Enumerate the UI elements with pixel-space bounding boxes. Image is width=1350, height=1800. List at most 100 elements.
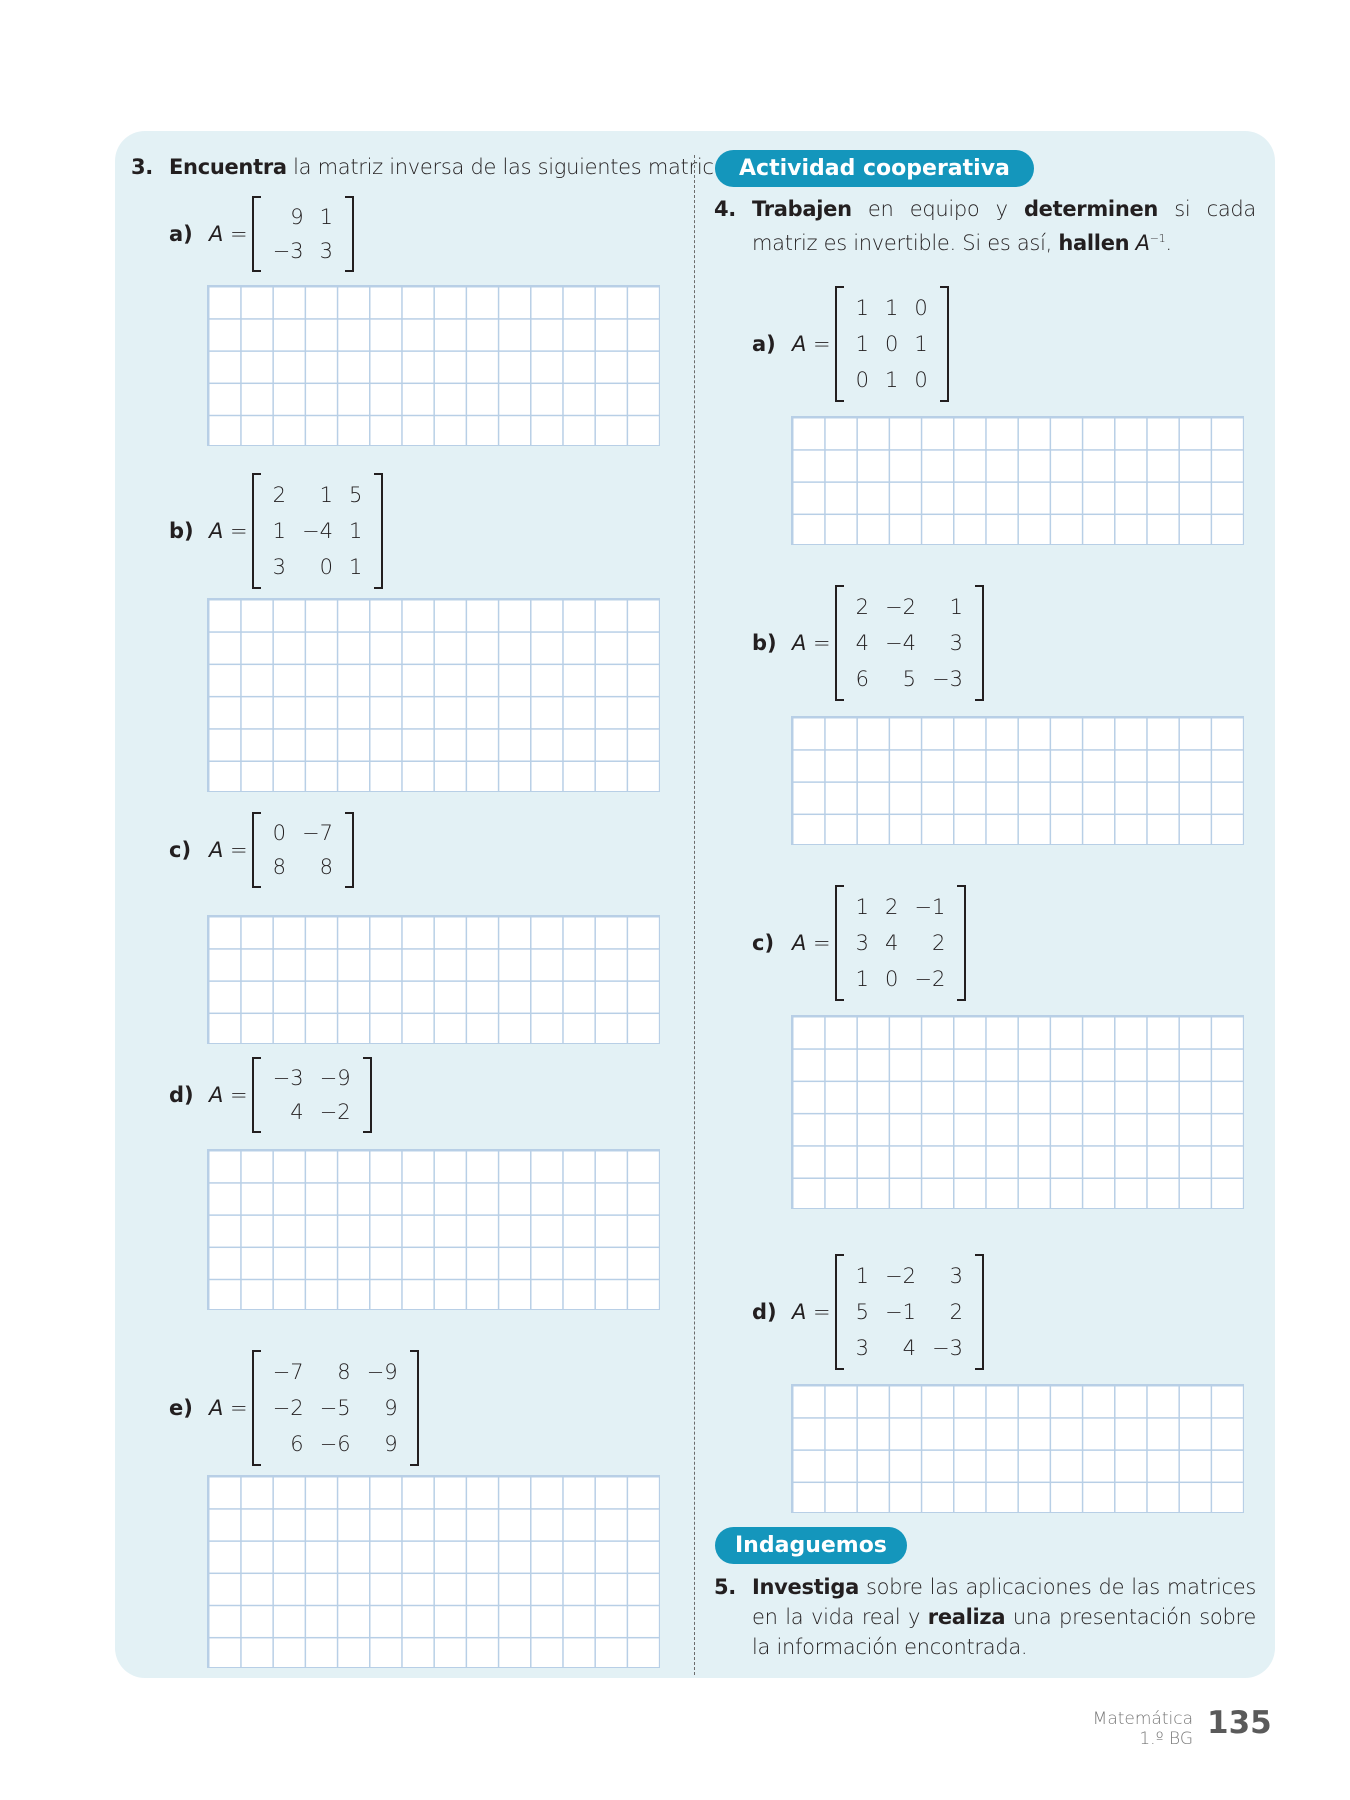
matrix: 1 2 −1 3 4 2 1 0 −2 bbox=[834, 885, 967, 1001]
matrix-entry: 6 bbox=[855, 667, 870, 691]
item-label: d) bbox=[169, 1083, 194, 1107]
matrix-entry: 9 bbox=[290, 205, 304, 229]
instruction-verb: Investiga bbox=[752, 1575, 859, 1599]
matrix-entry: −4 bbox=[885, 631, 916, 655]
matrix-entry: 5 bbox=[902, 667, 916, 691]
matrix-entry: 3 bbox=[855, 931, 870, 955]
matrix-symbol: A bbox=[209, 519, 224, 543]
matrix-symbol: A bbox=[792, 1300, 807, 1324]
matrix-entry: 1 bbox=[272, 519, 287, 543]
matrix-entry: 1 bbox=[855, 895, 870, 919]
right-bracket bbox=[939, 286, 949, 402]
matrix-symbol: A bbox=[792, 931, 807, 955]
answer-grid-4c[interactable] bbox=[791, 1015, 1244, 1209]
right-bracket bbox=[374, 473, 384, 589]
matrix-entry: 3 bbox=[949, 1264, 963, 1288]
inverse-exponent: −1 bbox=[1149, 232, 1166, 245]
instruction-verb: determinen bbox=[1023, 197, 1159, 221]
problem-3b: b) A = 2 1 5 1 −4 1 3 0 1 bbox=[169, 473, 384, 589]
matrix-entry: 0 bbox=[914, 368, 928, 392]
instruction-text: sobre las aplicaciones de las matrices e… bbox=[752, 1575, 1256, 1629]
matrix-entry: 1 bbox=[349, 519, 363, 543]
matrix-entry: 1 bbox=[855, 1264, 870, 1288]
exercise-number: 3. bbox=[131, 155, 153, 179]
matrix-entry: −2 bbox=[272, 1396, 304, 1420]
equals-sign: = bbox=[806, 931, 831, 955]
instruction-text: si cada matriz es invertible. Si es así, bbox=[752, 197, 1256, 255]
page-number: 135 bbox=[1207, 1705, 1272, 1741]
matrix-entry: −7 bbox=[272, 1360, 304, 1384]
matrix-entry: 4 bbox=[902, 1336, 916, 1360]
matrix-entry: 1 bbox=[914, 332, 928, 356]
matrix: −7 8 −9 −2 −5 9 6 −6 9 bbox=[251, 1350, 419, 1466]
exercise-3-statement: 3. Encuentra la matriz inversa de las sig… bbox=[131, 152, 744, 182]
answer-grid-3e[interactable] bbox=[207, 1475, 660, 1668]
problem-3a: a) A = 9 1 −3 3 bbox=[169, 196, 354, 272]
matrix-name: A = bbox=[209, 1396, 248, 1420]
matrix-entry: 4 bbox=[290, 1100, 304, 1124]
matrix-symbol: A bbox=[792, 631, 807, 655]
matrix-entry: 4 bbox=[885, 931, 899, 955]
matrix-entry: 0 bbox=[914, 296, 928, 320]
footer-subject-name: Matemática bbox=[1092, 1709, 1193, 1729]
matrix-entry: −3 bbox=[272, 1066, 304, 1090]
left-bracket bbox=[251, 1057, 261, 1133]
matrix-entry: 3 bbox=[272, 555, 287, 579]
left-bracket bbox=[251, 473, 261, 589]
matrix-symbol: A bbox=[209, 1396, 224, 1420]
matrix-entry: −2 bbox=[319, 1100, 351, 1124]
answer-grid-3d[interactable] bbox=[207, 1149, 660, 1310]
matrix-symbol: A bbox=[792, 332, 807, 356]
matrix: 2 1 5 1 −4 1 3 0 1 bbox=[251, 473, 384, 589]
left-bracket bbox=[834, 585, 844, 701]
exercise-5-statement: 5. Investiga sobre las aplicaciones de la… bbox=[714, 1572, 1256, 1662]
item-label: c) bbox=[752, 931, 775, 955]
equals-sign: = bbox=[806, 631, 831, 655]
column-divider bbox=[694, 155, 695, 1675]
problem-4b: b) A = 2 −2 1 4 −4 3 6 5 −3 bbox=[752, 585, 984, 701]
matrix-entry: −1 bbox=[914, 895, 946, 919]
answer-grid-3b[interactable] bbox=[207, 598, 660, 792]
matrix-entry: 9 bbox=[384, 1432, 398, 1456]
matrix-name: A = bbox=[209, 222, 248, 246]
matrix-entry: 2 bbox=[885, 895, 899, 919]
matrix: 0 −7 8 8 bbox=[251, 812, 354, 888]
item-label: b) bbox=[169, 519, 194, 543]
matrix-entry: 1 bbox=[855, 296, 870, 320]
item-label: a) bbox=[752, 332, 776, 356]
instruction-verb: Trabajen bbox=[752, 197, 852, 221]
right-bracket bbox=[974, 1254, 984, 1370]
equals-sign: = bbox=[806, 1300, 831, 1324]
matrix-entry: 5 bbox=[855, 1300, 870, 1324]
answer-grid-3c[interactable] bbox=[207, 915, 660, 1044]
answer-grid-3a[interactable] bbox=[207, 285, 660, 446]
exercise-4-statement: 4. Trabajen en equipo y determinen si cad… bbox=[714, 194, 1256, 258]
answer-grid-4a[interactable] bbox=[791, 416, 1244, 545]
answer-grid-4b[interactable] bbox=[791, 716, 1244, 845]
matrix-entry: −2 bbox=[885, 595, 916, 619]
matrix-entry: −3 bbox=[932, 1336, 963, 1360]
right-bracket bbox=[974, 585, 984, 701]
left-bracket bbox=[834, 1254, 844, 1370]
matrix-entry: 3 bbox=[949, 631, 963, 655]
instruction-text: la matriz inversa de las siguientes matr… bbox=[286, 155, 744, 179]
matrix-name: A = bbox=[209, 1083, 248, 1107]
problem-3d: d) A = −3 −9 4 −2 bbox=[169, 1057, 372, 1133]
instruction-verb: Encuentra bbox=[169, 155, 287, 179]
matrix-entry: −5 bbox=[319, 1396, 351, 1420]
answer-grid-4d[interactable] bbox=[791, 1384, 1244, 1513]
matrix-symbol: A bbox=[1129, 231, 1150, 255]
matrix-entry: 9 bbox=[384, 1396, 398, 1420]
instruction-verb: hallen bbox=[1058, 231, 1130, 255]
badge-actividad-cooperativa: Actividad cooperativa bbox=[715, 150, 1034, 187]
matrix-entry: 2 bbox=[949, 1300, 963, 1324]
equals-sign: = bbox=[223, 1083, 248, 1107]
problem-4d: d) A = 1 −2 3 5 −1 2 3 4 −3 bbox=[752, 1254, 984, 1370]
item-label: e) bbox=[169, 1396, 193, 1420]
matrix-entry: 4 bbox=[855, 631, 870, 655]
right-bracket bbox=[362, 1057, 372, 1133]
matrix-name: A = bbox=[209, 519, 248, 543]
matrix-entry: 2 bbox=[932, 931, 946, 955]
matrix-entry: 2 bbox=[855, 595, 870, 619]
